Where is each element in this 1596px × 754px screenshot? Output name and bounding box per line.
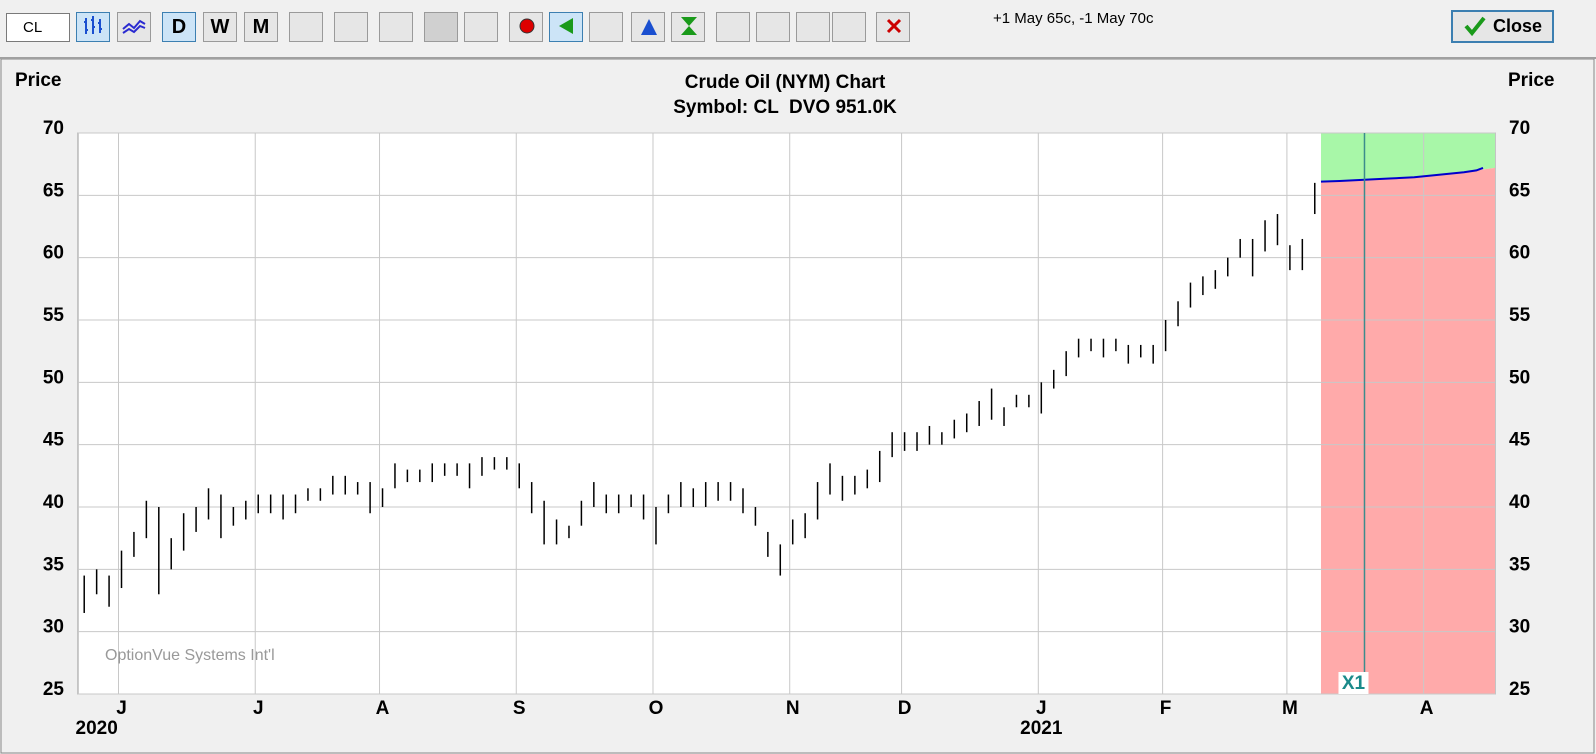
weekly-button[interactable]: W — [203, 12, 237, 42]
zoom-in-button[interactable] — [424, 12, 458, 42]
projection-line — [1320, 166, 1484, 183]
tool-button[interactable] — [796, 12, 830, 42]
toolbar: CL D W M +1 May 65c, -1 May 70c Close — [0, 0, 1596, 59]
y2-axis-label: Price — [1508, 70, 1554, 91]
y2-tick-label: 25 — [1509, 679, 1531, 700]
y2-tick-label: 60 — [1509, 243, 1530, 264]
marker-label: X1 — [1342, 673, 1366, 694]
y2-tick-label: 40 — [1509, 492, 1530, 513]
marker-box — [1338, 672, 1369, 694]
y2-tick-label: 55 — [1509, 305, 1531, 326]
watermark: OptionVue Systems Int'l — [105, 647, 275, 664]
y-tick-label: 35 — [43, 554, 65, 575]
tool-button[interactable] — [509, 12, 543, 42]
y-axis-label: Price — [15, 70, 61, 91]
y2-tick-label: 45 — [1509, 430, 1531, 451]
x-tick-label: F — [1160, 698, 1172, 719]
year-label: 2020 — [76, 718, 118, 739]
x-tick-label: A — [1420, 698, 1434, 719]
chart-subtitle: Symbol: CL DVO 951.0K — [673, 97, 897, 118]
y2-tick-label: 65 — [1509, 180, 1531, 201]
y2-tick-label: 70 — [1509, 118, 1530, 139]
close-label: Close — [1493, 16, 1543, 36]
tool-button[interactable] — [756, 12, 790, 42]
x-tick-label: S — [513, 698, 526, 719]
y-tick-label: 65 — [43, 180, 65, 201]
tool-button[interactable] — [716, 12, 750, 42]
y-tick-label: 25 — [43, 679, 65, 700]
x-tick-label: J — [1036, 698, 1047, 719]
chart-title: Crude Oil (NYM) Chart — [685, 72, 886, 93]
position-text: +1 May 65c, -1 May 70c — [993, 10, 1154, 27]
tool-button[interactable] — [334, 12, 368, 42]
x-tick-label: O — [649, 698, 664, 719]
line-chart-button[interactable] — [117, 12, 151, 42]
year-label: 2021 — [1020, 718, 1063, 739]
y2-tick-label: 50 — [1509, 367, 1530, 388]
y-tick-label: 55 — [43, 305, 65, 326]
y-tick-label: 40 — [43, 492, 64, 513]
x-tick-label: J — [253, 698, 264, 719]
daily-button[interactable]: D — [162, 12, 196, 42]
tool-button[interactable] — [379, 12, 413, 42]
tool-button[interactable] — [549, 12, 583, 42]
tool-button[interactable] — [289, 12, 323, 42]
y-tick-label: 45 — [43, 430, 65, 451]
y-tick-label: 60 — [43, 243, 64, 264]
y-tick-label: 50 — [43, 367, 64, 388]
close-button[interactable]: Close — [1451, 10, 1554, 43]
tool-button[interactable] — [832, 12, 866, 42]
plot-area — [77, 132, 1496, 695]
y-tick-label: 70 — [43, 118, 64, 139]
bar-chart-button[interactable] — [76, 12, 110, 42]
delete-button[interactable] — [876, 12, 910, 42]
monthly-button[interactable]: M — [244, 12, 278, 42]
x-tick-label: A — [376, 698, 390, 719]
zoom-out-button[interactable] — [464, 12, 498, 42]
projection-below — [1320, 167, 1495, 694]
y2-tick-label: 35 — [1509, 554, 1531, 575]
x-tick-label: D — [898, 698, 912, 719]
y2-tick-label: 30 — [1509, 617, 1530, 638]
chart: Crude Oil (NYM) Chart Symbol: CL DVO 951… — [0, 59, 1595, 754]
y-tick-label: 30 — [43, 617, 64, 638]
x-tick-label: M — [1282, 698, 1298, 719]
symbol-input[interactable]: CL — [6, 13, 70, 42]
tool-button[interactable] — [631, 12, 665, 42]
tool-button[interactable] — [589, 12, 623, 42]
tool-button[interactable] — [671, 12, 705, 42]
x-tick-label: N — [786, 698, 800, 719]
x-tick-label: J — [116, 698, 127, 719]
